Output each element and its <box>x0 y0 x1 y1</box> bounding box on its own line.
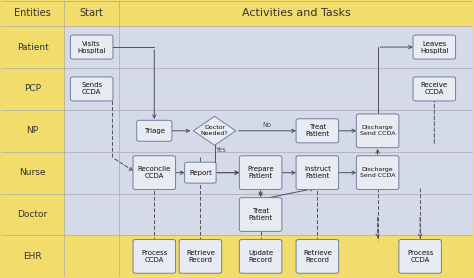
Text: EHR: EHR <box>23 252 42 261</box>
Text: Discharge
Send CCDA: Discharge Send CCDA <box>360 167 395 178</box>
FancyBboxPatch shape <box>137 120 172 141</box>
Text: Treat
Patient: Treat Patient <box>248 208 273 221</box>
FancyBboxPatch shape <box>296 119 338 143</box>
FancyBboxPatch shape <box>239 156 282 190</box>
Text: Receive
CCDA: Receive CCDA <box>421 83 448 95</box>
Text: Start: Start <box>80 8 104 18</box>
Text: Triage: Triage <box>144 128 165 134</box>
Text: Discharge
Send CCDA: Discharge Send CCDA <box>360 125 395 136</box>
Text: Process
CCDA: Process CCDA <box>141 250 167 263</box>
FancyBboxPatch shape <box>413 35 456 59</box>
FancyBboxPatch shape <box>71 35 113 59</box>
Text: Instruct
Patient: Instruct Patient <box>304 166 331 179</box>
FancyBboxPatch shape <box>133 240 175 273</box>
FancyBboxPatch shape <box>296 240 338 273</box>
Text: PCP: PCP <box>24 85 41 93</box>
Text: Retrieve
Record: Retrieve Record <box>186 250 215 263</box>
Text: Report: Report <box>189 170 212 176</box>
Text: Doctor: Doctor <box>18 210 48 219</box>
FancyBboxPatch shape <box>356 156 399 190</box>
Text: NP: NP <box>27 126 39 135</box>
Text: Leaves
Hospital: Leaves Hospital <box>420 41 448 54</box>
FancyBboxPatch shape <box>179 240 222 273</box>
Text: Visits
Hospital: Visits Hospital <box>77 41 106 54</box>
Bar <box>0 152 64 193</box>
Text: Nurse: Nurse <box>19 168 46 177</box>
Text: Treat
Patient: Treat Patient <box>305 124 329 137</box>
Bar <box>64 235 474 277</box>
FancyBboxPatch shape <box>356 114 399 148</box>
FancyBboxPatch shape <box>133 156 175 190</box>
FancyBboxPatch shape <box>239 198 282 231</box>
Text: Entities: Entities <box>14 8 51 18</box>
Text: Prepare
Patient: Prepare Patient <box>247 166 274 179</box>
FancyBboxPatch shape <box>185 162 216 183</box>
FancyBboxPatch shape <box>399 240 441 273</box>
Text: Doctor
Needed?: Doctor Needed? <box>201 125 228 136</box>
Bar <box>0 110 64 152</box>
FancyBboxPatch shape <box>239 240 282 273</box>
Bar <box>0 68 64 110</box>
FancyBboxPatch shape <box>296 156 338 190</box>
Bar <box>0 1 474 26</box>
Bar <box>64 26 474 277</box>
Text: Process
CCDA: Process CCDA <box>407 250 433 263</box>
Bar <box>0 26 64 68</box>
Text: Activities and Tasks: Activities and Tasks <box>242 8 350 18</box>
Text: No: No <box>263 122 272 128</box>
FancyBboxPatch shape <box>71 77 113 101</box>
Text: Update
Record: Update Record <box>248 250 273 263</box>
Text: Sends
CCDA: Sends CCDA <box>81 83 102 95</box>
Bar <box>0 193 64 235</box>
FancyBboxPatch shape <box>413 77 456 101</box>
Text: Patient: Patient <box>17 43 48 52</box>
Text: Reconcile
CCDA: Reconcile CCDA <box>137 166 171 179</box>
Bar <box>0 235 64 277</box>
Text: Yes: Yes <box>216 147 227 153</box>
Text: Retrieve
Record: Retrieve Record <box>303 250 332 263</box>
Polygon shape <box>193 116 236 145</box>
